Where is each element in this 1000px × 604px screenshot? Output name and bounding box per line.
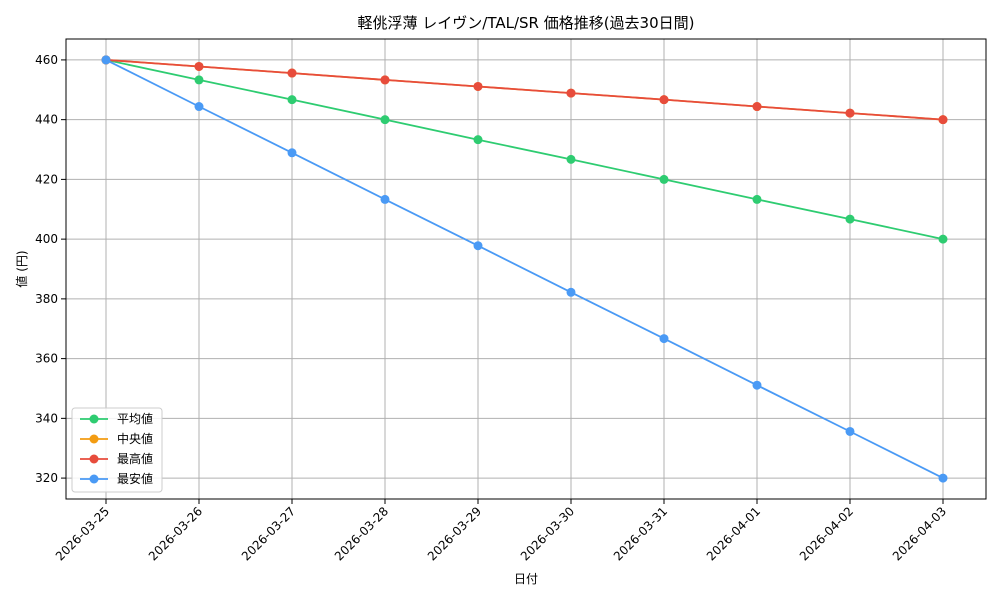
series-3 (101, 55, 948, 125)
data-point (938, 473, 948, 483)
data-point (659, 334, 669, 344)
data-point (659, 174, 669, 184)
y-tick-label: 420 (35, 172, 58, 186)
legend-item: 最安値 (80, 471, 153, 486)
legend-label: 中央値 (117, 431, 153, 446)
data-point (938, 115, 948, 125)
data-point (101, 55, 111, 65)
data-point (566, 287, 576, 297)
data-point (845, 108, 855, 118)
plot-frame (65, 38, 987, 500)
series-layer (101, 55, 948, 483)
data-point (659, 95, 669, 105)
data-point (473, 135, 483, 145)
series-line (105, 59, 944, 240)
data-point (845, 426, 855, 436)
data-point (380, 115, 390, 125)
data-point (380, 75, 390, 85)
series-line (105, 59, 944, 121)
x-axis-label: 日付 (514, 572, 538, 586)
data-point (938, 234, 948, 244)
y-tick-label: 340 (35, 411, 58, 425)
data-point (194, 102, 204, 112)
series-line (105, 59, 944, 479)
data-point (752, 380, 762, 390)
legend-marker (89, 454, 99, 464)
data-point (380, 194, 390, 204)
legend-box (71, 407, 163, 493)
y-tick-label: 440 (35, 113, 58, 127)
data-point (566, 154, 576, 164)
y-axis-label: 値 (円) (14, 250, 29, 287)
legend-marker (89, 414, 99, 424)
legend-marker (89, 474, 99, 484)
y-tick-label: 380 (35, 292, 58, 306)
legend-item: 最高値 (80, 451, 153, 466)
legend-label: 平均値 (117, 411, 153, 426)
data-point (287, 68, 297, 78)
data-point (752, 194, 762, 204)
data-point (845, 214, 855, 224)
data-point (752, 102, 762, 112)
legend-label: 最高値 (117, 451, 153, 466)
y-tick-label: 320 (35, 471, 58, 485)
legend-label: 最安値 (117, 471, 153, 486)
series-4 (101, 55, 948, 483)
legend-marker (89, 434, 99, 444)
y-tick-label: 460 (35, 53, 58, 67)
data-point (473, 81, 483, 91)
chart-title: 軽佻浮薄 レイヴン/TAL/SR 価格推移(過去30日間) (358, 14, 695, 32)
y-tick-label: 400 (35, 232, 58, 246)
data-point (287, 148, 297, 158)
data-point (194, 61, 204, 71)
data-point (473, 241, 483, 251)
data-point (194, 75, 204, 85)
legend-item: 中央値 (80, 431, 153, 446)
legend-item: 平均値 (80, 411, 153, 426)
data-point (566, 88, 576, 98)
y-tick-label: 360 (35, 352, 58, 366)
data-point (287, 95, 297, 105)
